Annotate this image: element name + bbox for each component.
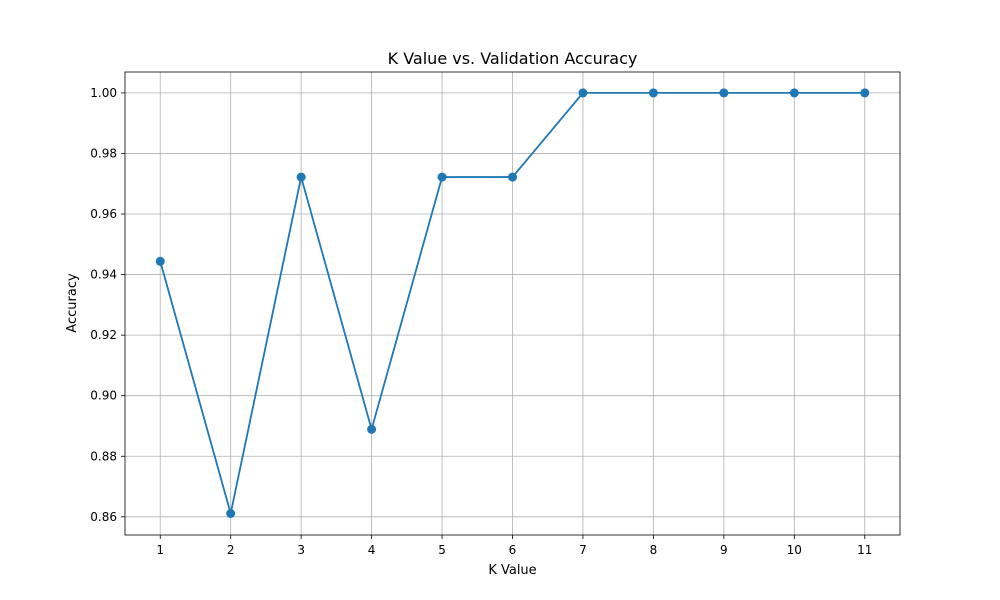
y-tick-label: 1.00	[90, 86, 117, 100]
x-tick-label: 6	[509, 543, 517, 557]
x-tick-label: 2	[227, 543, 235, 557]
y-tick-label: 0.90	[90, 389, 117, 403]
data-point	[296, 172, 306, 182]
tick-labels: 1 2 3 4 5 6 7 8 9 10 11 0.86 0.88 0.90 0.92 0.94 0.96 0.9…	[90, 86, 872, 557]
x-tick-label: 4	[368, 543, 376, 557]
y-axis-label: Accuracy	[65, 273, 80, 333]
x-tick-label: 7	[579, 543, 587, 557]
data-point	[789, 88, 799, 98]
y-tick-label: 0.98	[90, 146, 117, 160]
y-tick-label: 0.92	[90, 328, 117, 342]
x-tick-label: 11	[857, 543, 872, 557]
plot-frame	[124, 71, 901, 536]
y-tick-label: 0.88	[90, 449, 117, 463]
y-tick-label: 0.96	[90, 207, 117, 221]
x-tick-label: 9	[720, 543, 728, 557]
x-tick-label: 10	[787, 543, 802, 557]
x-axis-label: K Value	[488, 563, 536, 578]
y-tick-label: 0.94	[90, 268, 117, 282]
data-point	[155, 256, 165, 266]
series-layer	[155, 88, 870, 519]
x-tick-label: 5	[438, 543, 446, 557]
data-point	[437, 172, 447, 182]
data-point	[648, 88, 658, 98]
data-point	[578, 88, 588, 98]
data-point	[719, 88, 729, 98]
x-tick-label: 1	[156, 543, 164, 557]
data-point	[860, 88, 870, 98]
x-tick-label: 8	[650, 543, 658, 557]
data-point	[226, 509, 236, 519]
x-tick-label: 3	[297, 543, 305, 557]
axes	[121, 71, 901, 539]
data-point	[508, 172, 517, 182]
chart-title: K Value vs. Validation Accuracy	[388, 49, 638, 68]
data-point	[367, 424, 377, 434]
grid-lines	[125, 72, 900, 535]
y-tick-label: 0.86	[90, 510, 117, 524]
